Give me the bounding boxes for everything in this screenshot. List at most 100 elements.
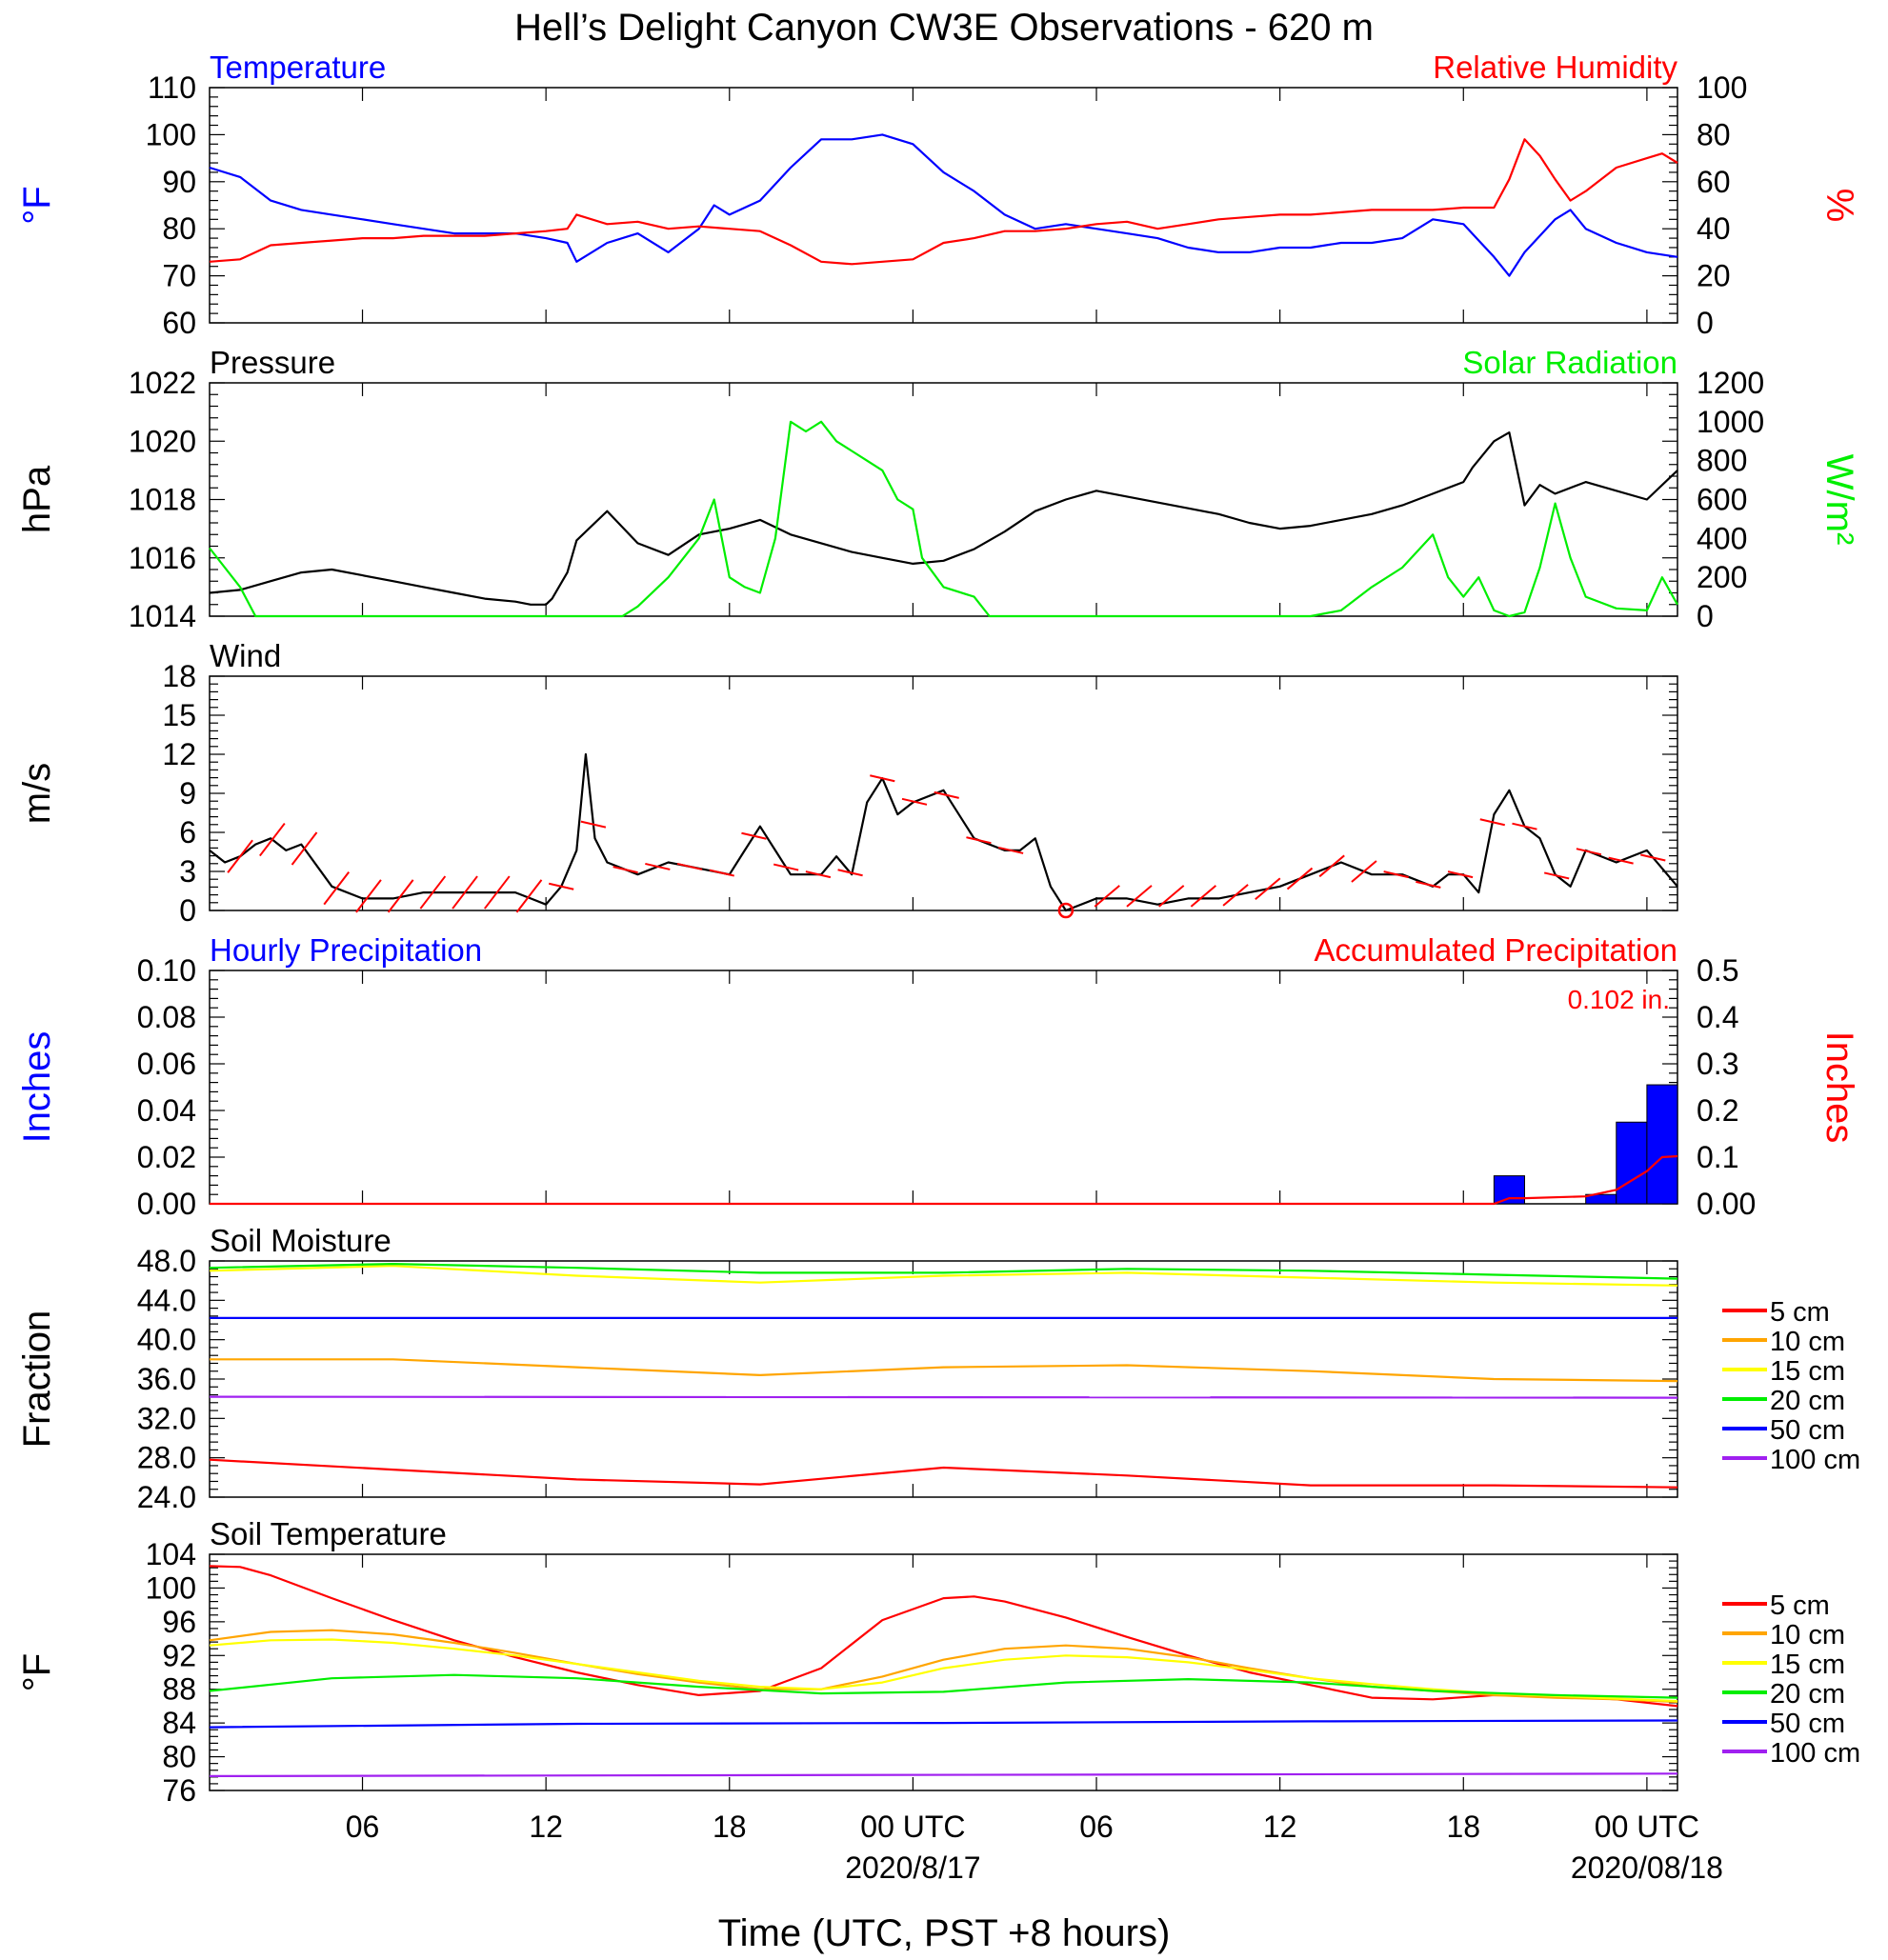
- plot-frame: [209, 970, 1678, 1205]
- plot-frame: [209, 1260, 1678, 1498]
- series-line: [209, 1265, 1678, 1287]
- legend-label: 15 cm: [1770, 1650, 1845, 1680]
- y-tick-label-left: 84: [162, 1706, 196, 1740]
- y-tick-label-right: 0.2: [1697, 1093, 1738, 1128]
- y-tick-label-left: 0.08: [137, 1000, 196, 1034]
- wind-barb: [355, 879, 382, 913]
- y-tick-label-left: 32.0: [137, 1401, 196, 1435]
- y-axis-label-left: °F: [16, 186, 58, 224]
- y-axis-label-right: W/m²: [1818, 454, 1860, 546]
- wind-barb: [1158, 885, 1185, 908]
- y-tick-label-left: 0.10: [137, 953, 196, 988]
- x-tick-label: 06: [1079, 1810, 1114, 1844]
- accumulated-total-label: 0.102 in.: [1568, 985, 1670, 1014]
- y-tick-label-right: 0.00: [1697, 1187, 1756, 1221]
- y-tick-label-left: 100: [146, 117, 196, 151]
- y-tick-label-left: 36.0: [137, 1362, 196, 1396]
- series-line: [210, 1358, 1678, 1383]
- y-tick-label-left: 0.06: [137, 1047, 196, 1081]
- wind-barb: [1479, 818, 1505, 827]
- wind-barb: [452, 875, 478, 910]
- panel-right-title: Relative Humidity: [1433, 50, 1677, 85]
- panel-left-title: Temperature: [210, 50, 386, 85]
- x-tick-label: 00 UTC: [860, 1810, 965, 1844]
- legend-label: 50 cm: [1770, 1709, 1845, 1739]
- y-axis-label-left: hPa: [16, 465, 58, 533]
- panel-soil_moisture: 24.0 28.0 32.0 36.0 40.0 44.0 48.0 Soil Moistur…: [16, 1223, 1860, 1514]
- y-tick-label-left: 1014: [129, 599, 196, 633]
- plot-frame: [209, 87, 1678, 324]
- wind-barb: [227, 839, 253, 873]
- panel-right-title: Accumulated Precipitation: [1314, 932, 1677, 968]
- x-tick-label: 06: [346, 1810, 380, 1844]
- legend-label: 10 cm: [1770, 1327, 1845, 1357]
- y-tick-label-left: 44.0: [137, 1283, 196, 1317]
- legend-label: 100 cm: [1770, 1738, 1860, 1769]
- y-tick-label-left: 76: [162, 1773, 196, 1808]
- legend-label: 100 cm: [1770, 1445, 1860, 1475]
- wind-barb: [870, 774, 895, 783]
- y-tick-label-left: 0.00: [137, 1187, 196, 1221]
- wind-barb: [1608, 856, 1634, 865]
- y-tick-label-left: 1016: [129, 541, 196, 575]
- x-tick-label: 18: [713, 1810, 747, 1844]
- y-tick-label-left: 9: [179, 776, 196, 810]
- legend-label: 10 cm: [1770, 1620, 1845, 1650]
- y-axis-label-left: Fraction: [16, 1310, 58, 1449]
- y-tick-label-left: 0.02: [137, 1140, 196, 1174]
- series-line: [209, 1565, 1678, 1708]
- wind-barb: [901, 797, 928, 806]
- legend-label: 20 cm: [1770, 1679, 1845, 1710]
- y-tick-label-left: 15: [162, 698, 196, 732]
- panel-wind: 0 3 6 9 12 15 18 Wind m/s: [16, 638, 1678, 928]
- y-tick-label-right: 0: [1697, 306, 1714, 340]
- wind-barb: [1190, 885, 1217, 908]
- y-tick-label-left: 28.0: [137, 1441, 196, 1475]
- y-axis-label-left: m/s: [16, 763, 58, 824]
- y-tick-label-left: 12: [162, 737, 196, 771]
- y-tick-label-right: 60: [1697, 165, 1731, 199]
- y-tick-label-left: 88: [162, 1672, 196, 1707]
- wind-barb: [773, 863, 799, 871]
- panel-left-title: Wind: [210, 638, 281, 673]
- accumulated-precip-line: [210, 1154, 1678, 1206]
- panel-temp_rh: 60 70 80 90 100 110 0 20 40 60 80 100 Temperature Rel…: [16, 50, 1860, 340]
- y-tick-label-left: 110: [148, 70, 196, 105]
- wind-barb: [966, 836, 992, 845]
- wind-barb: [1222, 884, 1249, 907]
- wind-barb: [419, 875, 447, 910]
- series-line: [209, 1262, 1678, 1280]
- y-tick-label-left: 1018: [129, 483, 196, 517]
- wind-barb: [805, 870, 832, 879]
- wind-barb: [259, 822, 286, 857]
- plot-frame: [209, 382, 1678, 617]
- wind-barb: [1640, 853, 1666, 862]
- panel-precip: 0.00 0.02 0.04 0.06 0.08 0.10 0.00 0.1 0.2 0.3 0.4…: [16, 932, 1860, 1221]
- wind-barb: [997, 846, 1024, 854]
- series-line: [209, 1638, 1678, 1703]
- y-tick-label-right: 0: [1697, 599, 1714, 633]
- wind-barb: [291, 831, 318, 866]
- x-axis-label: Time (UTC, PST +8 hours): [718, 1912, 1171, 1954]
- y-tick-label-right: 100: [1697, 70, 1747, 105]
- legend-label: 5 cm: [1770, 1297, 1830, 1328]
- wind-barb: [323, 871, 351, 906]
- precip-bar: [1646, 1084, 1678, 1205]
- wind-barb: [613, 866, 638, 874]
- y-tick-label-left: 80: [162, 211, 196, 246]
- plot-frame: [209, 1553, 1678, 1791]
- series-line: [209, 431, 1678, 606]
- wind-barb: [1383, 870, 1409, 879]
- wind-barb: [837, 869, 863, 877]
- y-tick-label-left: 40.0: [137, 1323, 196, 1357]
- series-line: [209, 133, 1678, 277]
- y-axis-label-left: °F: [16, 1653, 58, 1691]
- y-tick-label-left: 3: [179, 854, 196, 889]
- wind-barb: [1576, 848, 1602, 856]
- wind-barb: [548, 882, 574, 890]
- y-tick-label-right: 40: [1697, 211, 1731, 246]
- y-tick-label-right: 400: [1697, 521, 1747, 555]
- y-axis-label-right: %: [1818, 189, 1860, 223]
- legend-label: 5 cm: [1770, 1590, 1830, 1621]
